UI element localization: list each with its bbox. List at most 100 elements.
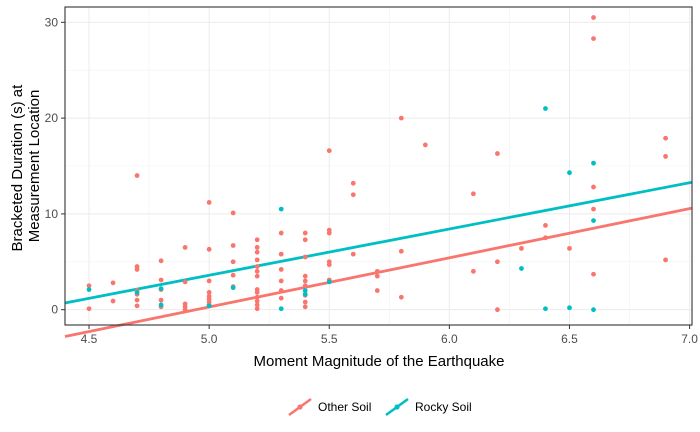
point-other-soil: [254, 249, 260, 255]
point-other-soil: [326, 148, 332, 154]
point-other-soil: [543, 222, 548, 228]
y-tick-label: 0: [51, 303, 58, 317]
y-axis: 0 10 20 30: [45, 15, 65, 317]
point-rocky-soil: [519, 266, 524, 271]
point-rocky-soil: [158, 302, 164, 308]
point-rocky-soil: [591, 218, 596, 223]
x-tick-label: 6.5: [561, 332, 578, 346]
point-other-soil: [302, 299, 308, 305]
point-other-soil: [278, 251, 284, 257]
point-rocky-soil: [567, 170, 572, 176]
point-rocky-soil: [230, 285, 236, 291]
point-other-soil: [350, 192, 356, 198]
point-other-soil: [182, 245, 188, 250]
point-other-soil: [278, 278, 284, 284]
point-other-soil: [495, 307, 500, 313]
point-rocky-soil: [543, 106, 548, 111]
point-rocky-soil: [158, 286, 164, 292]
point-other-soil: [254, 264, 260, 269]
point-rocky-soil: [326, 279, 332, 285]
point-other-soil: [422, 142, 428, 148]
point-other-soil: [230, 259, 236, 265]
y-axis-title-line-1: Bracketed Duration (s) at: [9, 84, 26, 252]
point-other-soil: [254, 257, 260, 263]
point-other-soil: [86, 306, 92, 312]
point-other-soil: [182, 279, 188, 285]
point-rocky-soil: [591, 160, 596, 166]
point-other-soil: [374, 273, 380, 279]
x-tick-label: 5.5: [321, 332, 338, 346]
point-other-soil: [663, 257, 668, 263]
point-other-soil: [254, 237, 260, 243]
point-other-soil: [302, 283, 308, 289]
point-other-soil: [254, 306, 260, 312]
point-rocky-soil: [206, 303, 212, 309]
point-other-soil: [302, 278, 308, 284]
point-rocky-soil: [302, 291, 308, 297]
point-other-soil: [206, 290, 212, 295]
point-other-soil: [591, 271, 596, 277]
point-other-soil: [663, 135, 668, 141]
point-other-soil: [254, 273, 260, 279]
point-other-soil: [567, 245, 572, 251]
point-other-soil: [591, 36, 596, 42]
legend: Other Soil Rocky Soil: [288, 397, 472, 417]
fit-line-rocky-soil: [64, 180, 693, 305]
x-tick-label: 6.0: [441, 332, 458, 346]
legend-label-other-soil: Other Soil: [318, 400, 371, 414]
point-other-soil: [134, 297, 140, 303]
point-other-soil: [374, 268, 380, 274]
point-other-soil: [374, 288, 380, 293]
point-other-soil: [350, 180, 356, 186]
x-axis-title: Moment Magnitude of the Earthquake: [254, 353, 505, 370]
x-tick-label: 5.0: [201, 332, 218, 346]
y-axis-title-line-2: Measurement Location: [26, 90, 43, 243]
x-tick-label: 7.0: [681, 332, 698, 346]
y-tick-label: 30: [45, 15, 59, 29]
data-points: [86, 15, 668, 313]
point-rocky-soil: [278, 206, 284, 212]
point-other-soil: [326, 230, 332, 236]
point-other-soil: [254, 268, 260, 274]
point-rocky-soil: [543, 306, 548, 312]
y-axis-title: Bracketed Duration (s) at Measurement Lo…: [9, 81, 43, 252]
point-other-soil: [398, 294, 404, 300]
point-rocky-soil: [302, 288, 308, 293]
point-other-soil: [398, 115, 404, 121]
point-other-soil: [110, 298, 116, 304]
point-rocky-soil: [567, 305, 572, 311]
point-other-soil: [495, 151, 500, 156]
point-other-soil: [495, 259, 500, 265]
point-other-soil: [470, 268, 476, 274]
x-axis: 4.5 5.0 5.5 6.0 6.5 7.0: [81, 325, 698, 346]
point-other-soil: [254, 294, 260, 300]
point-other-soil: [278, 230, 284, 236]
point-other-soil: [134, 267, 140, 272]
point-other-soil: [350, 251, 356, 257]
y-tick-label: 20: [45, 111, 59, 125]
x-tick-label: 4.5: [81, 332, 98, 346]
point-other-soil: [302, 304, 308, 310]
point-other-soil: [206, 278, 212, 284]
point-other-soil: [278, 267, 284, 272]
point-other-soil: [158, 258, 164, 264]
point-other-soil: [206, 246, 212, 252]
plot-panel-border: [64, 6, 693, 326]
point-other-soil: [591, 15, 596, 20]
point-other-soil: [206, 199, 212, 205]
point-other-soil: [254, 290, 260, 295]
legend-key-point-rocky-soil: [394, 404, 400, 410]
point-other-soil: [591, 184, 596, 190]
point-other-soil: [134, 173, 140, 178]
point-other-soil: [158, 297, 164, 303]
point-rocky-soil: [278, 306, 284, 312]
point-other-soil: [230, 243, 236, 248]
point-other-soil: [254, 245, 260, 250]
grid: [65, 7, 692, 325]
point-other-soil: [326, 262, 332, 268]
point-other-soil: [278, 295, 284, 301]
legend-key-point-other-soil: [297, 404, 303, 410]
point-other-soil: [230, 272, 236, 278]
